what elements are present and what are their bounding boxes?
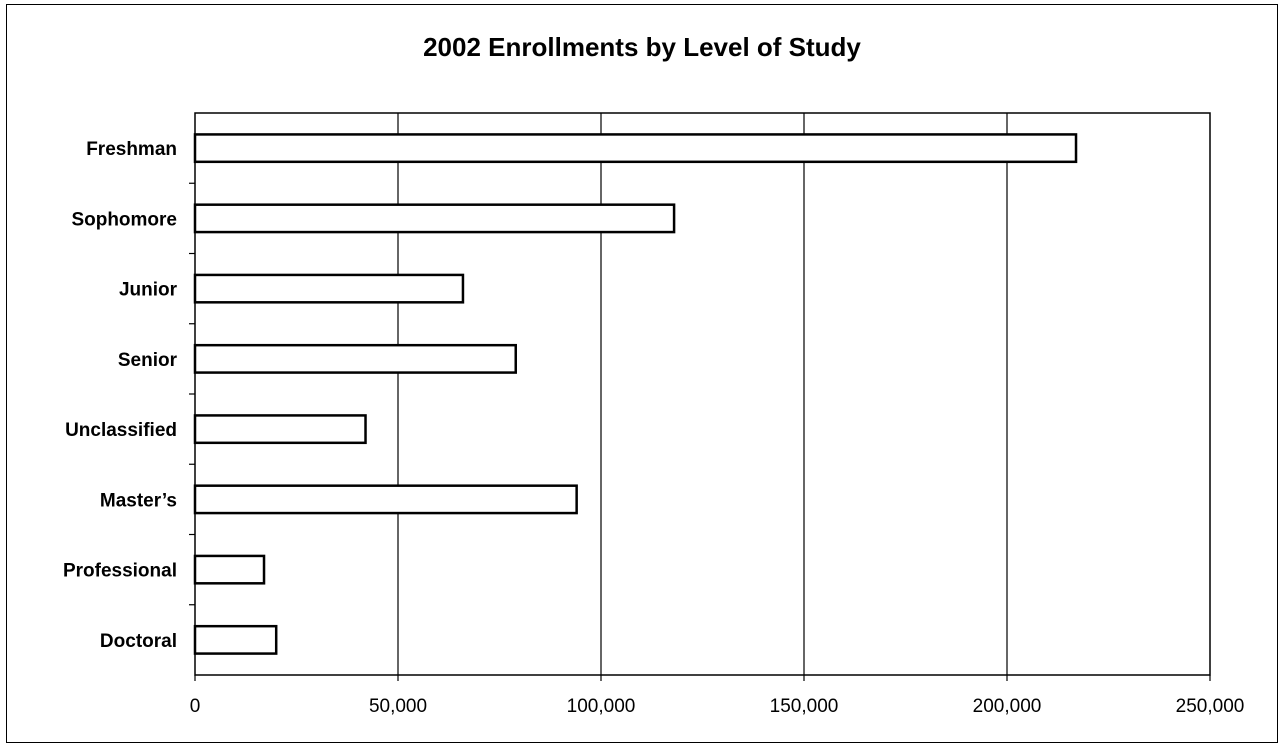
bar bbox=[193, 624, 278, 655]
bar bbox=[193, 273, 465, 304]
bar bbox=[193, 133, 1078, 164]
x-tick-label: 250,000 bbox=[1176, 696, 1245, 717]
chart-title: 2002 Enrollments by Level of Study bbox=[423, 32, 861, 62]
bar bbox=[193, 343, 517, 374]
bar bbox=[193, 203, 676, 234]
plot-area bbox=[194, 112, 1211, 676]
x-tick-label: 50,000 bbox=[369, 696, 427, 717]
bar bbox=[193, 414, 367, 445]
x-tick-label: 100,000 bbox=[567, 696, 636, 717]
category-label: Professional bbox=[63, 561, 177, 582]
gridlines bbox=[397, 113, 1008, 675]
category-label: Sophomore bbox=[71, 209, 177, 230]
category-label: Doctoral bbox=[100, 631, 177, 652]
bar bbox=[193, 484, 578, 515]
category-label: Unclassified bbox=[65, 420, 177, 441]
x-tick-label: 200,000 bbox=[973, 696, 1042, 717]
category-label: Master’s bbox=[100, 490, 177, 511]
bars bbox=[193, 133, 1078, 655]
x-axis-ticks: 0 50,000 100,000 150,000 200,000 250,000 bbox=[190, 675, 1245, 717]
x-tick-label: 0 bbox=[190, 696, 201, 717]
category-label: Freshman bbox=[86, 139, 177, 160]
category-label: Senior bbox=[118, 350, 178, 371]
category-labels: Freshman Sophomore Junior Senior Unclassifie… bbox=[63, 139, 195, 652]
bar bbox=[193, 554, 266, 585]
x-tick-label: 150,000 bbox=[770, 696, 839, 717]
category-label: Junior bbox=[119, 280, 178, 301]
